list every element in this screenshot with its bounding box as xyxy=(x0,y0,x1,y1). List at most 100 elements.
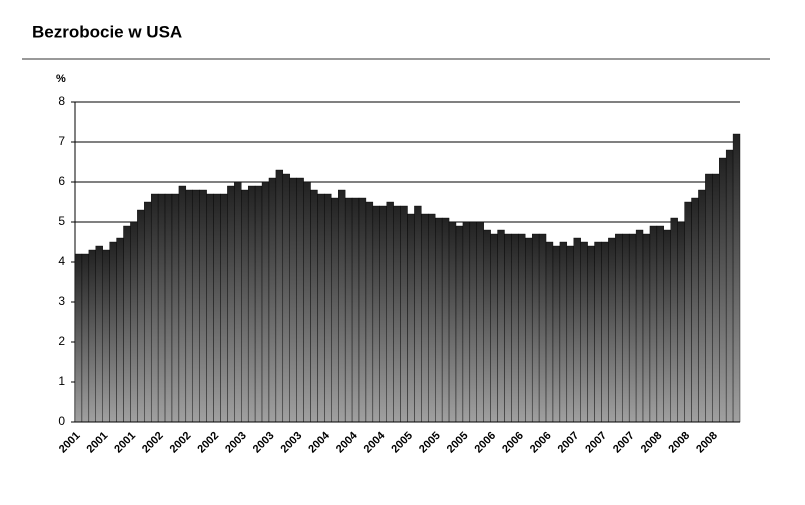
bar xyxy=(351,197,360,423)
bar xyxy=(580,241,588,423)
bar xyxy=(130,221,138,423)
bar xyxy=(719,157,727,423)
bar xyxy=(635,229,644,423)
bar xyxy=(483,229,491,423)
bar xyxy=(227,185,235,423)
x-tick-label: 2007 xyxy=(611,430,637,456)
bar xyxy=(566,245,574,423)
bar xyxy=(102,249,110,423)
x-tick-label: 2006 xyxy=(528,430,554,456)
x-tick-label: 2005 xyxy=(389,430,415,456)
bar xyxy=(289,177,297,423)
bar xyxy=(317,193,325,423)
x-tick-label: 2005 xyxy=(417,430,443,456)
bar xyxy=(372,205,380,423)
bar xyxy=(705,173,713,423)
x-tick-label: 2008 xyxy=(639,430,665,456)
bar xyxy=(261,181,270,423)
x-tick-label: 2004 xyxy=(334,429,360,455)
bar xyxy=(545,241,554,423)
bar xyxy=(123,225,131,423)
x-tick-label: 2007 xyxy=(556,430,582,456)
bar xyxy=(247,185,256,423)
bar xyxy=(455,225,464,423)
bar xyxy=(628,233,637,423)
bar xyxy=(331,197,339,423)
bar xyxy=(144,201,152,423)
bar xyxy=(525,237,533,423)
bar xyxy=(559,241,568,423)
bar xyxy=(157,193,166,423)
bar xyxy=(725,149,734,423)
bar xyxy=(199,189,207,423)
bar xyxy=(504,233,512,423)
bar xyxy=(150,193,159,423)
bar xyxy=(358,197,367,423)
bar xyxy=(88,249,96,423)
bar xyxy=(95,245,103,423)
bar xyxy=(601,241,609,423)
x-tick-label: 2001 xyxy=(85,430,111,456)
bar xyxy=(476,221,484,423)
bar xyxy=(622,233,630,423)
bar xyxy=(421,213,429,423)
bar xyxy=(573,237,581,423)
bar xyxy=(116,237,124,423)
x-tick-label: 2007 xyxy=(583,430,609,456)
bar xyxy=(213,193,221,423)
x-tick-label: 2008 xyxy=(694,430,720,456)
bar xyxy=(386,201,394,423)
x-tick-label: 2003 xyxy=(279,430,305,456)
bar xyxy=(441,217,450,423)
y-tick-label: 8 xyxy=(58,94,65,108)
bar xyxy=(109,241,117,423)
bar xyxy=(164,193,173,423)
bar xyxy=(448,221,457,423)
bar xyxy=(393,205,401,423)
bar xyxy=(310,189,318,423)
y-tick-label: 2 xyxy=(58,334,65,348)
bar xyxy=(185,189,193,423)
x-tick-label: 2006 xyxy=(500,430,526,456)
bar xyxy=(732,133,741,423)
bar xyxy=(469,221,477,423)
y-tick-label: 1 xyxy=(58,374,65,388)
bar xyxy=(338,189,346,423)
x-tick-label: 2002 xyxy=(140,430,166,456)
bar xyxy=(663,229,671,423)
chart-title: Bezrobocie w USA xyxy=(32,22,182,41)
y-axis-label: % xyxy=(56,73,66,85)
bar xyxy=(268,177,277,423)
bar xyxy=(642,233,651,423)
bar xyxy=(220,193,228,423)
bar xyxy=(241,189,249,423)
bar xyxy=(608,237,616,423)
bar xyxy=(192,189,200,423)
x-tick-label: 2005 xyxy=(445,430,471,456)
bar xyxy=(74,253,83,423)
bar xyxy=(303,181,311,423)
bar xyxy=(511,233,519,423)
bar xyxy=(552,245,561,423)
bar xyxy=(254,185,263,423)
bar xyxy=(178,185,187,423)
bar xyxy=(684,201,692,423)
bar xyxy=(691,197,699,423)
bar xyxy=(656,225,665,423)
bar xyxy=(712,173,720,423)
bar xyxy=(428,213,436,423)
bar xyxy=(587,245,595,423)
bar xyxy=(206,193,214,423)
bar xyxy=(296,177,304,423)
y-tick-label: 4 xyxy=(58,254,65,268)
bar xyxy=(698,189,706,423)
bar xyxy=(649,225,658,423)
bar xyxy=(538,233,547,423)
x-tick-label: 2004 xyxy=(306,429,332,455)
y-tick-label: 0 xyxy=(58,414,65,428)
y-tick-label: 5 xyxy=(58,214,65,228)
bar xyxy=(615,233,623,423)
y-tick-label: 7 xyxy=(58,134,65,148)
x-tick-label: 2008 xyxy=(666,430,692,456)
